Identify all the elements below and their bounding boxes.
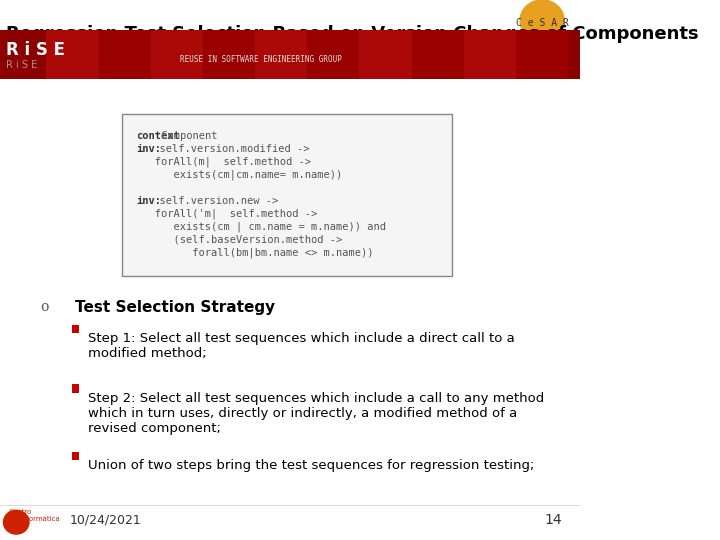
- Text: context: context: [136, 131, 180, 141]
- Text: (self.baseVersion.method ->: (self.baseVersion.method ->: [136, 234, 343, 245]
- FancyBboxPatch shape: [73, 451, 79, 460]
- Text: inv:: inv:: [136, 195, 161, 206]
- FancyBboxPatch shape: [516, 30, 568, 79]
- FancyBboxPatch shape: [464, 30, 516, 79]
- Text: Union of two steps bring the test sequences for regression testing;: Union of two steps bring the test sequen…: [88, 459, 534, 472]
- Text: C e S A R: C e S A R: [516, 18, 569, 28]
- Text: inv:: inv:: [136, 144, 161, 154]
- Text: 10/24/2021: 10/24/2021: [70, 514, 141, 526]
- Text: Step 1: Select all test sequences which include a direct call to a
modified meth: Step 1: Select all test sequences which …: [88, 332, 515, 360]
- Text: 14: 14: [545, 512, 562, 526]
- Text: Component: Component: [155, 131, 217, 141]
- Text: forAll('m|  self.method ->: forAll('m| self.method ->: [136, 208, 318, 219]
- Text: R i S E: R i S E: [6, 41, 65, 59]
- Text: Step 2: Select all test sequences which include a call to any method
which in tu: Step 2: Select all test sequences which …: [88, 392, 544, 435]
- Text: exists(cm | cm.name = m.name)) and: exists(cm | cm.name = m.name)) and: [136, 221, 386, 232]
- Circle shape: [4, 510, 29, 534]
- FancyBboxPatch shape: [150, 30, 203, 79]
- FancyBboxPatch shape: [307, 30, 359, 79]
- FancyBboxPatch shape: [122, 114, 452, 275]
- Text: REUSE IN SOFTWARE ENGINEERING GROUP: REUSE IN SOFTWARE ENGINEERING GROUP: [180, 55, 342, 64]
- FancyBboxPatch shape: [359, 30, 412, 79]
- Text: R i S E: R i S E: [6, 60, 37, 70]
- Text: forall(bm|bm.name <> m.name)): forall(bm|bm.name <> m.name)): [136, 247, 374, 258]
- FancyBboxPatch shape: [46, 30, 99, 79]
- FancyBboxPatch shape: [203, 30, 255, 79]
- Text: exists(cm|cm.name= m.name)): exists(cm|cm.name= m.name)): [136, 170, 343, 180]
- FancyBboxPatch shape: [255, 30, 307, 79]
- FancyBboxPatch shape: [73, 325, 79, 333]
- Text: Centro
de Informática: Centro de Informática: [9, 509, 60, 522]
- Text: forAll(m|  self.method ->: forAll(m| self.method ->: [136, 157, 311, 167]
- FancyBboxPatch shape: [0, 30, 580, 79]
- Text: Regression Test Selection Based on Version Changes of Components
[Sajeev]: Regression Test Selection Based on Versi…: [6, 25, 698, 64]
- FancyBboxPatch shape: [99, 30, 150, 79]
- Text: self.version.new ->: self.version.new ->: [147, 195, 278, 206]
- Text: Test Selection Strategy: Test Selection Strategy: [76, 300, 276, 315]
- Text: o: o: [40, 300, 49, 314]
- FancyBboxPatch shape: [73, 384, 79, 393]
- Text: self.version.modified ->: self.version.modified ->: [147, 144, 309, 154]
- Circle shape: [520, 0, 564, 41]
- FancyBboxPatch shape: [412, 30, 464, 79]
